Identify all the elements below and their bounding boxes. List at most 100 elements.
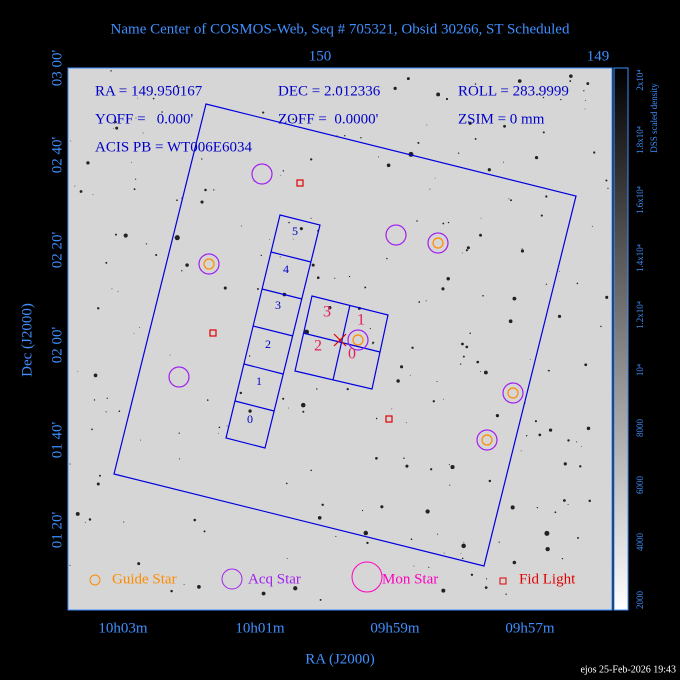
star	[563, 499, 566, 502]
star	[411, 346, 414, 349]
star	[586, 82, 590, 85]
star	[484, 586, 488, 589]
star	[364, 286, 367, 289]
star	[588, 499, 591, 503]
colorbar-tick: 1.4x10⁴	[635, 244, 645, 272]
star	[114, 233, 117, 236]
star	[393, 86, 397, 90]
star	[293, 586, 298, 591]
star	[510, 199, 513, 202]
chip-label: 0	[247, 412, 253, 426]
star	[218, 426, 221, 429]
star	[316, 276, 320, 279]
legend-text: Acq Star	[248, 571, 301, 587]
star	[474, 137, 477, 140]
star	[521, 248, 523, 250]
star	[133, 188, 136, 191]
star	[413, 565, 415, 567]
star	[443, 552, 445, 554]
star	[185, 263, 189, 267]
star	[462, 355, 465, 358]
star	[360, 137, 362, 139]
star	[418, 301, 421, 303]
star	[79, 190, 83, 193]
footer: ejos 25-Feb-2026 19:43	[580, 664, 676, 675]
star	[447, 221, 450, 224]
star	[213, 189, 215, 191]
star	[282, 397, 285, 400]
colorbar-tick: 1.2x10⁴	[635, 301, 645, 329]
star	[545, 546, 550, 552]
chip-label: 1	[256, 374, 262, 388]
star	[446, 277, 450, 281]
star	[461, 557, 464, 560]
star	[74, 185, 76, 187]
star	[576, 282, 579, 285]
chip-label: 1	[357, 312, 365, 329]
star	[470, 573, 474, 576]
info-text: DEC = 2.012336	[278, 83, 381, 99]
legend-text: Guide Star	[112, 571, 177, 587]
star	[432, 400, 435, 403]
star	[545, 283, 548, 285]
star	[369, 328, 371, 330]
star	[554, 511, 557, 514]
star	[474, 83, 477, 85]
star	[425, 509, 430, 514]
star	[508, 198, 510, 200]
star	[542, 96, 545, 99]
star	[505, 593, 507, 595]
star	[386, 257, 388, 260]
x-tick-label: 10h03m	[98, 620, 148, 636]
star	[479, 371, 481, 373]
star	[105, 261, 108, 264]
star	[106, 397, 108, 399]
star	[155, 253, 158, 257]
chip-label: 3	[323, 304, 331, 321]
legend-icon	[499, 577, 507, 585]
star	[485, 578, 488, 580]
star	[579, 465, 582, 468]
star	[86, 161, 90, 165]
star	[567, 439, 570, 442]
star	[335, 535, 337, 537]
star	[346, 388, 349, 391]
star	[399, 365, 404, 369]
star	[218, 433, 219, 434]
legend-text: Mon Star	[382, 571, 438, 587]
star	[584, 363, 588, 367]
star	[286, 558, 288, 560]
star	[520, 249, 525, 253]
star	[460, 552, 462, 554]
legend-icon	[221, 568, 243, 590]
star	[310, 217, 312, 219]
star	[450, 465, 455, 470]
star	[442, 222, 445, 225]
star	[585, 99, 587, 101]
star	[517, 79, 522, 83]
chip-label: 3	[275, 298, 281, 312]
colorbar-tick: 6000	[635, 476, 645, 495]
star	[201, 158, 203, 160]
star	[135, 178, 137, 180]
star	[97, 307, 100, 310]
star	[117, 291, 119, 293]
star	[338, 86, 340, 89]
star	[363, 530, 369, 536]
star	[465, 345, 469, 349]
y-tick-label: 01 20'	[49, 511, 65, 548]
star	[75, 511, 80, 516]
info-text: ZOFF = 0.0000'	[278, 111, 379, 127]
star	[344, 135, 346, 137]
x-tick-label: 10h01m	[235, 620, 285, 636]
star	[140, 439, 142, 441]
colorbar-tick: 1.6x10⁴	[635, 186, 645, 214]
star	[123, 233, 128, 238]
star	[469, 332, 471, 335]
chip-label: 2	[314, 338, 322, 355]
star	[142, 132, 144, 134]
star	[396, 578, 398, 580]
info-text: ZSIM = 0 mm	[458, 111, 545, 127]
star	[560, 98, 562, 101]
star	[483, 370, 488, 375]
